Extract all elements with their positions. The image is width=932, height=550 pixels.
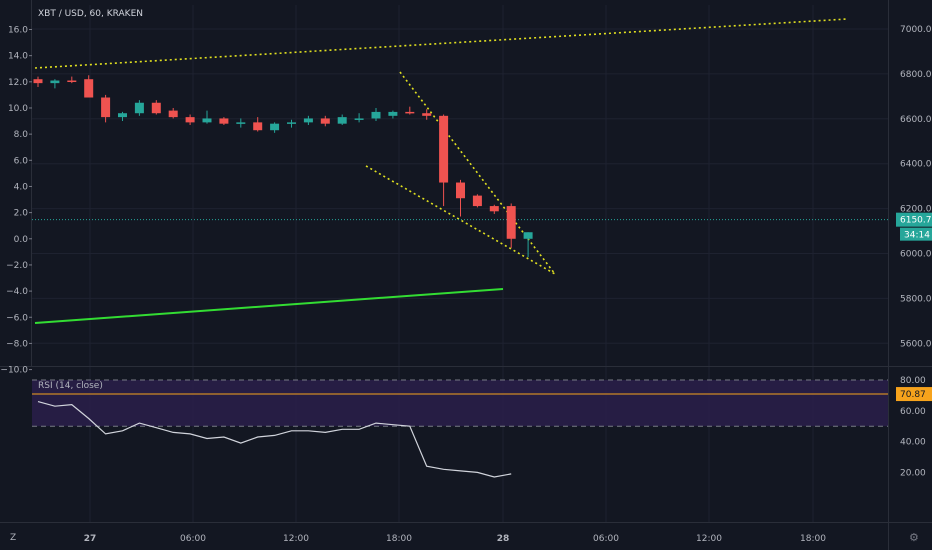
left-axis-tick: 8.0 (14, 130, 29, 140)
left-axis-tick: 2.0 (14, 209, 29, 219)
rsi-axis-tick: 20.00 (900, 468, 926, 478)
rsi-current-label[interactable]: 70.87 (900, 390, 926, 400)
z-label[interactable]: Z (10, 533, 16, 543)
candle-body[interactable] (371, 111, 381, 119)
candle-body[interactable] (320, 118, 330, 124)
candle-body[interactable] (253, 122, 263, 131)
drawings[interactable] (34, 18, 848, 324)
candle-body[interactable] (405, 111, 415, 114)
upper-trendline[interactable] (34, 18, 848, 69)
left-axis-tick: 6.0 (14, 156, 29, 166)
rsi-axis-tick: 40.00 (900, 438, 926, 448)
left-axis-tick: −4.0 (6, 287, 28, 297)
wedge-lower-line[interactable] (365, 165, 556, 275)
grid-lines (32, 5, 888, 522)
candle-body[interactable] (236, 122, 246, 124)
candle-body[interactable] (50, 80, 60, 84)
candle-body[interactable] (456, 182, 465, 199)
candles[interactable] (32, 75, 888, 258)
time-axis-label: 27 (84, 534, 97, 544)
candle-body[interactable] (33, 79, 43, 84)
left-axis-tick: −2.0 (6, 261, 28, 271)
candle-body[interactable] (506, 206, 516, 239)
candle-body[interactable] (287, 122, 296, 124)
left-axis-tick: −6.0 (6, 313, 28, 323)
countdown-label[interactable]: 34:14 (904, 231, 930, 241)
candle-body[interactable] (67, 80, 77, 83)
candle-body[interactable] (354, 118, 364, 120)
right-axis-tick: 6800.0 (900, 70, 932, 80)
right-axis-tick: 6200.0 (900, 205, 932, 215)
gear-icon[interactable]: ⚙ (909, 531, 919, 544)
time-axis-label: 18:00 (386, 534, 412, 544)
chart-title[interactable]: XBT / USD, 60, KRAKEN (38, 9, 143, 19)
candle-body[interactable] (523, 232, 533, 239)
rsi-current-badge[interactable] (896, 387, 932, 402)
left-axis-tick: 16.0 (8, 26, 28, 36)
time-axis-label: 12:00 (696, 534, 722, 544)
candle-body[interactable] (118, 113, 127, 118)
right-axis-tick: 6400.0 (900, 160, 932, 170)
right-axis-tick: 5600.0 (900, 339, 932, 349)
candle-body[interactable] (84, 79, 94, 98)
left-axis-tick: −10.0 (0, 366, 28, 376)
right-axis-tick: 7000.0 (900, 25, 932, 35)
rsi-pane[interactable] (32, 379, 888, 478)
right-axis-tick: 6000.0 (900, 250, 932, 260)
candle-body[interactable] (219, 118, 229, 124)
candle-body[interactable] (439, 115, 449, 183)
candle-body[interactable] (185, 117, 195, 123)
candle-body[interactable] (422, 113, 432, 116)
right-axis-tick: 6600.0 (900, 115, 932, 125)
last-price-badge[interactable] (896, 212, 932, 227)
time-axis-label: 06:00 (180, 534, 206, 544)
left-axis-tick: 4.0 (14, 182, 29, 192)
candle-body[interactable] (202, 118, 212, 123)
candle-body[interactable] (270, 123, 280, 131)
left-axis-tick: 10.0 (8, 104, 28, 114)
candle-body[interactable] (303, 118, 313, 123)
left-axis-tick: 12.0 (8, 78, 28, 88)
wedge-upper-line[interactable] (399, 71, 556, 275)
rsi-axis-tick: 60.00 (900, 407, 926, 417)
candle-body[interactable] (101, 97, 111, 118)
candle-body[interactable] (337, 117, 347, 124)
candle-body[interactable] (134, 102, 144, 114)
countdown-badge[interactable] (900, 227, 932, 241)
last-price-label[interactable]: 6150.7 (900, 216, 932, 226)
left-axis-tick: 0.0 (14, 235, 29, 245)
right-axis-tick: 5800.0 (900, 294, 932, 304)
candle-body[interactable] (489, 206, 499, 212)
rsi-axis-tick: 80.00 (900, 376, 926, 386)
rsi-band (32, 380, 888, 427)
candle-body[interactable] (168, 110, 178, 118)
candle-body[interactable] (472, 195, 482, 207)
rsi-title[interactable]: RSI (14, close) (38, 381, 103, 391)
time-axis-label: 06:00 (593, 534, 619, 544)
left-axis-tick: 14.0 (8, 52, 28, 62)
time-axis-label: 18:00 (800, 534, 826, 544)
time-axis-label: 12:00 (283, 534, 309, 544)
time-axis-label: 28 (497, 534, 510, 544)
left-axis-tick: −8.0 (6, 339, 28, 349)
candle-body[interactable] (388, 111, 398, 116)
candle-body[interactable] (151, 102, 161, 114)
rsi-line[interactable] (37, 401, 512, 478)
support-line[interactable] (34, 288, 504, 324)
